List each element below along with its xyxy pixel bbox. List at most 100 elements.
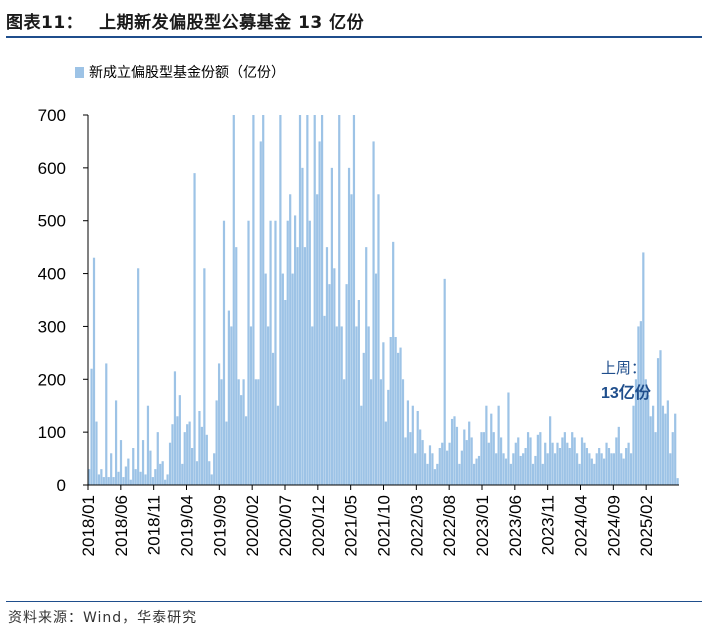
y-tick-label: 100 [38,423,66,442]
bar [588,453,591,485]
bar [193,173,196,485]
x-tick-label: 2021/10 [375,495,394,556]
bar [465,440,468,485]
bar [306,115,309,485]
bar [328,284,331,485]
bar [276,405,280,485]
bar [590,458,593,485]
bar [308,220,311,485]
bar [151,477,154,485]
bar [95,421,98,485]
bar [176,416,179,485]
x-tick-label: 2024/09 [604,495,623,556]
bar [502,453,505,485]
bar-series [88,115,679,486]
bar [100,469,103,485]
bar [257,379,260,485]
bar [514,442,517,485]
bar [119,440,123,485]
bar [244,416,248,485]
bar [485,405,488,485]
bar [541,463,544,485]
bar [549,416,552,485]
bar [656,358,660,485]
bar [227,310,230,485]
bar [161,461,164,485]
bar [576,453,579,485]
bar [566,442,569,485]
bar [134,469,137,485]
bar [191,448,194,485]
bar [146,405,150,485]
bar [487,442,490,485]
bar [443,278,446,485]
bar [225,421,228,485]
bar [553,453,557,485]
bar [274,220,277,485]
figure-label: 图表11： [6,13,84,33]
bar [551,442,554,485]
bar [291,273,294,485]
bar [539,432,542,485]
bar [573,437,576,485]
bar [139,471,142,485]
bar [102,477,105,485]
y-tick-label: 0 [57,476,66,495]
x-tick-label: 2018/11 [145,495,164,555]
bar [671,432,674,485]
bar [159,463,162,485]
bar [271,352,275,485]
bar [210,474,213,485]
bar [428,445,432,485]
bar [242,379,245,485]
bar [453,416,456,485]
bar [90,368,93,485]
bar [446,450,449,485]
bar [482,432,486,485]
bar [284,300,287,485]
bar [205,434,208,485]
bar [463,429,466,485]
x-tick-label: 2024/04 [572,495,591,556]
bar [311,326,314,485]
bar [522,453,525,485]
bar [107,477,110,485]
figure-title-text: 上期新发偏股型公募基金 13 亿份 [99,13,365,33]
bar [389,337,392,485]
bar [438,448,441,485]
bar [164,479,167,485]
annotation-line-2: 13亿份 [601,383,652,402]
bar [404,437,407,485]
bar [406,400,410,485]
bar [88,469,91,485]
bar [220,379,223,485]
bar [178,395,181,485]
x-tick-label: 2020/12 [309,495,328,556]
bar [377,194,380,486]
bar [634,379,638,485]
bar [183,432,186,485]
bar [333,268,336,485]
bar [583,442,586,485]
bar [519,455,522,485]
bar [561,437,564,485]
bar [507,392,510,485]
bar [215,400,218,485]
bar [475,458,478,485]
bar [615,437,618,485]
bar [409,432,412,485]
bar [325,247,329,485]
bar [156,432,159,485]
bar [674,413,677,485]
bar [384,421,387,485]
bar [343,379,346,485]
bar [286,220,289,485]
bar [585,448,589,485]
bar [154,469,157,485]
bar [512,453,515,485]
x-tick-label: 2022/03 [407,495,426,556]
bar [200,426,204,485]
bar [392,241,395,485]
bar [664,413,667,485]
bar [168,442,172,485]
